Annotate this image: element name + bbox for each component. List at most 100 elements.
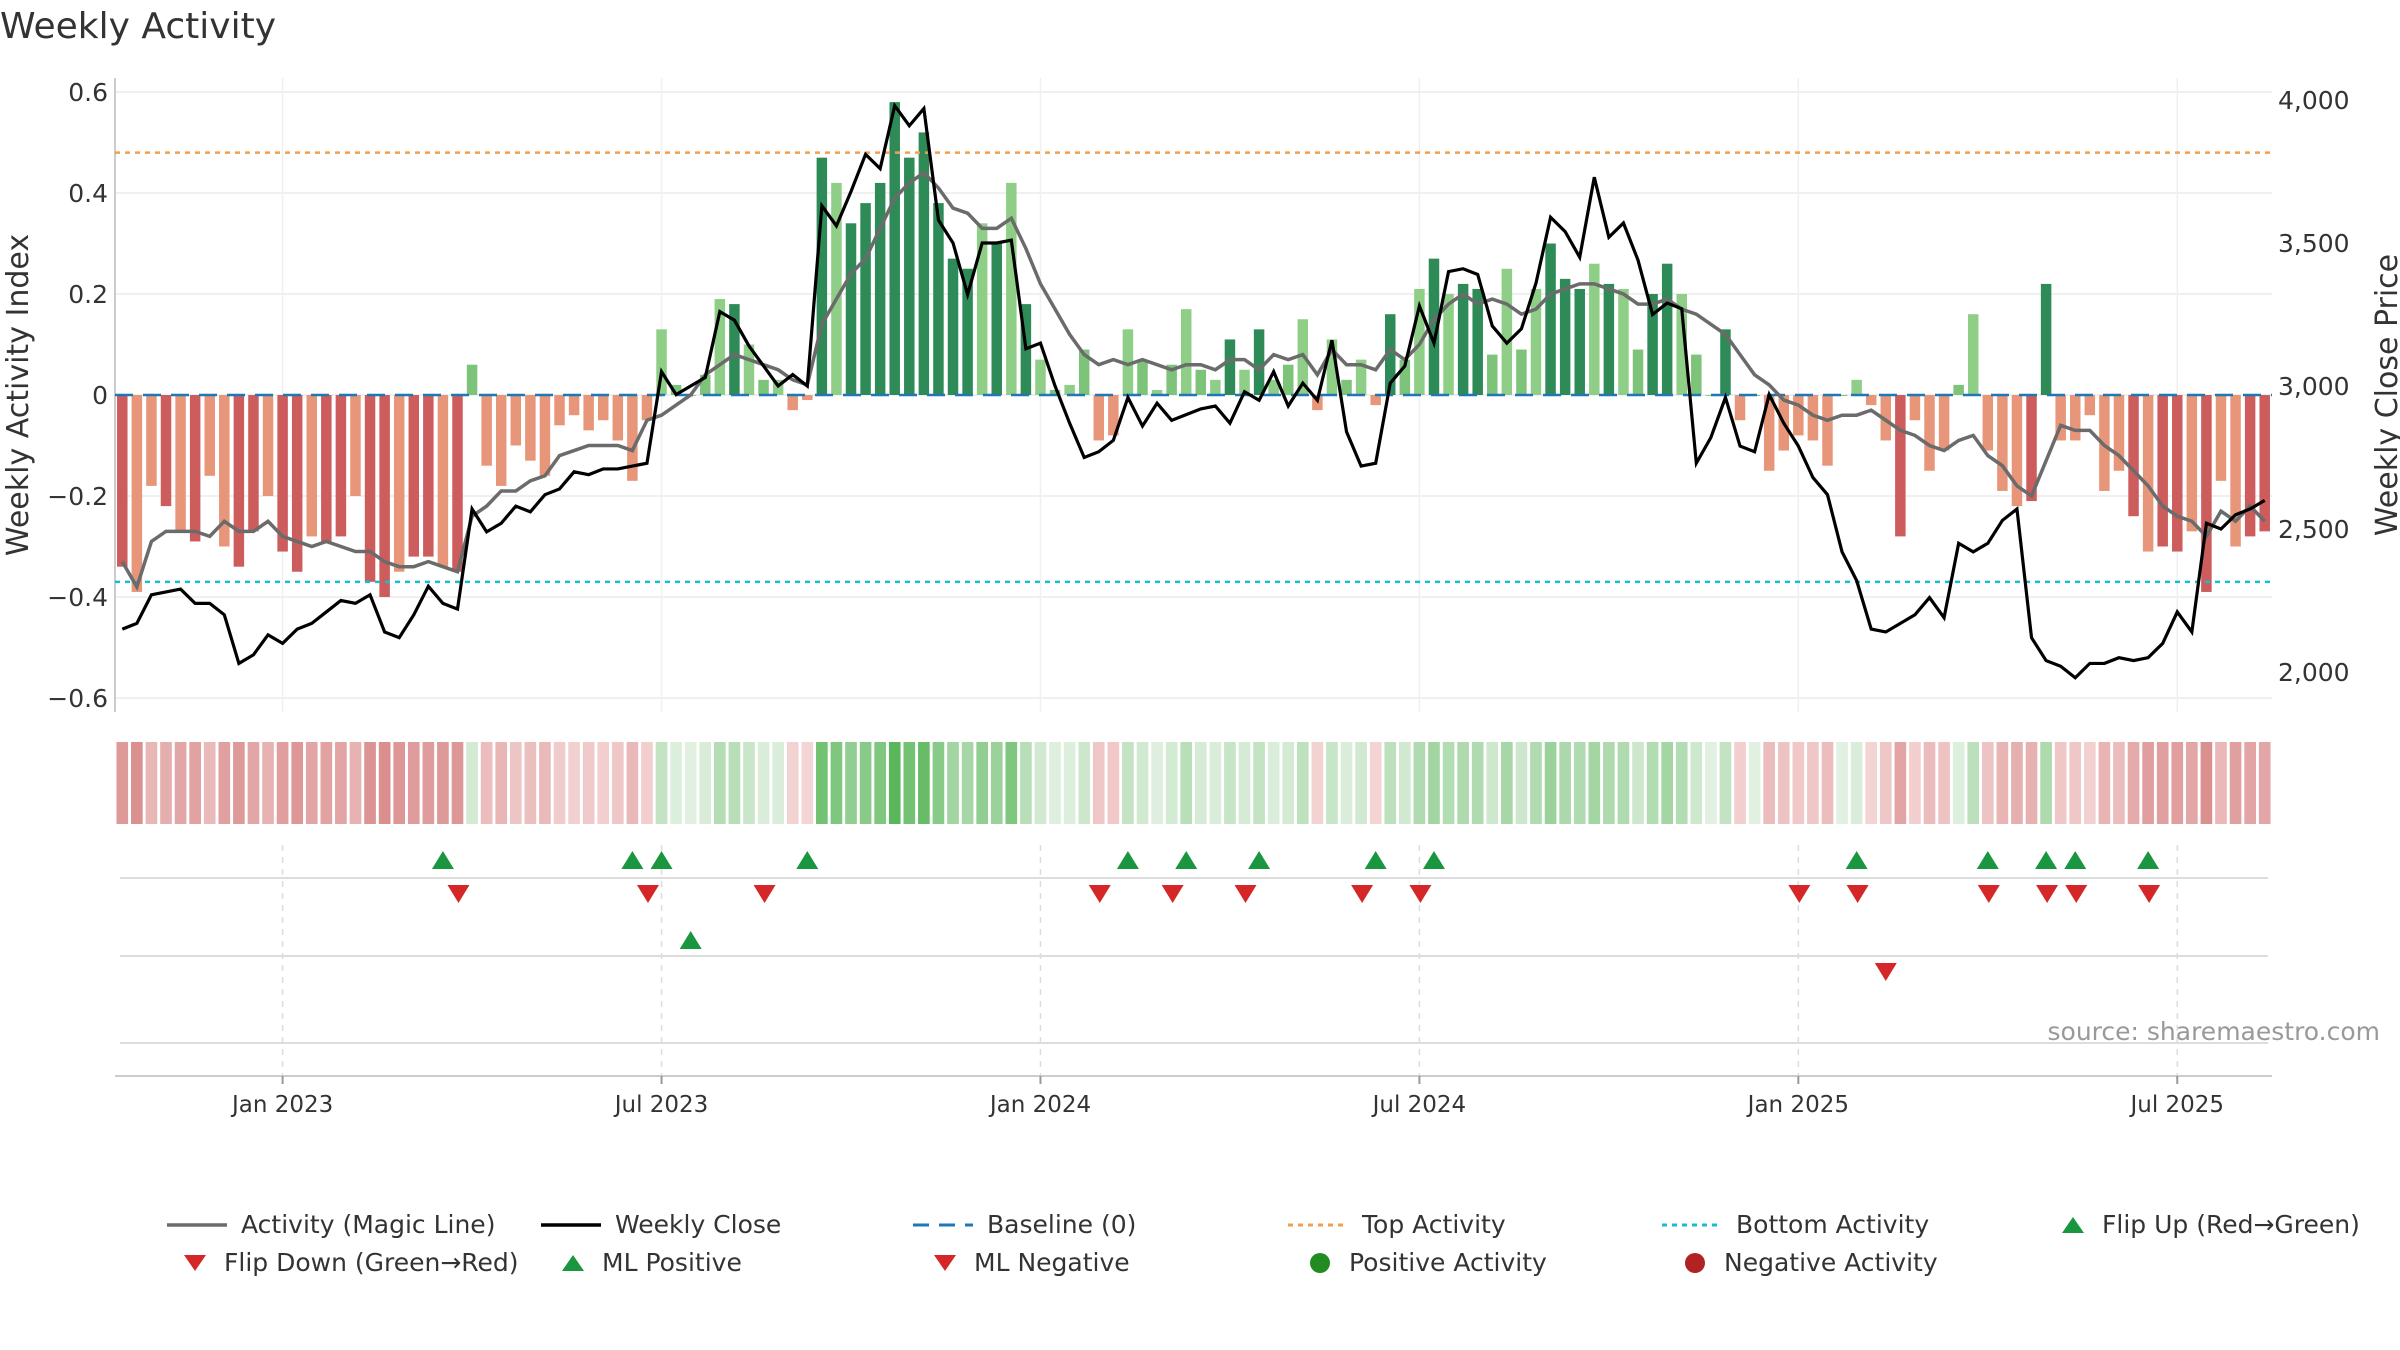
flip-down-marker — [2065, 885, 2088, 903]
legend-item: Baseline (0) — [913, 1210, 1136, 1239]
activity-bar — [1647, 294, 1658, 395]
activity-bar — [918, 132, 930, 395]
legend-item: Weekly Close — [541, 1210, 781, 1239]
activity-bar — [1909, 395, 1921, 421]
circle-icon — [1310, 1252, 1330, 1273]
heat-strip-cell — [1734, 742, 1746, 824]
heat-strip-cell — [364, 742, 376, 824]
heat-strip-cell — [990, 742, 1003, 824]
activity-bar — [219, 395, 230, 547]
activity-bar — [816, 157, 828, 395]
activity-bar — [670, 384, 682, 395]
heat-strip-cell — [422, 742, 435, 824]
activity-bar — [2099, 395, 2110, 491]
heat-strip-cell — [553, 742, 566, 824]
activity-bar — [1516, 349, 1527, 395]
heat-strip-cell — [1515, 742, 1528, 824]
activity-bar — [1807, 395, 1819, 441]
heat-strip-cell — [874, 742, 886, 824]
weekly-close-line — [121, 101, 2266, 680]
activity-bar — [1341, 379, 1352, 395]
legend: Activity (Magic Line) Weekly Close Baselin… — [0, 1200, 2400, 1290]
heat-strip-cell — [976, 742, 989, 824]
heat-strip-cell — [1005, 742, 1018, 824]
heat-strip-cell — [1471, 742, 1484, 824]
heat-strip-cell — [1763, 742, 1776, 824]
heat-strip-cell — [291, 742, 304, 824]
activity-bar — [131, 395, 143, 592]
heat-strip-cell — [728, 742, 741, 824]
flip-down-marker — [2138, 885, 2161, 903]
x-tick-label: Jan 2025 — [1746, 1092, 1849, 1118]
heat-strip-cell — [1326, 742, 1338, 824]
heat-strip-cell — [1311, 742, 1324, 824]
activity-bar — [1632, 349, 1644, 395]
left-axis-label: Weekly Activity Index — [1, 234, 36, 556]
heat-strip-cell — [2098, 742, 2111, 824]
activity-bar — [612, 395, 624, 441]
heat-strip-cell — [218, 742, 231, 824]
activity-bar — [1487, 354, 1498, 395]
legend-item: ML Negative — [930, 1248, 1130, 1277]
heat-strip-cell — [2171, 742, 2184, 824]
heat-strip-cell — [2040, 742, 2052, 824]
heat-strip-cell — [1967, 742, 1980, 824]
heat-strip-cell — [626, 742, 639, 824]
activity-bar — [1530, 288, 1542, 395]
left-tick-label: 0.2 — [68, 280, 108, 309]
activity-bar — [291, 395, 303, 572]
heat-strip-cell — [1952, 742, 1965, 824]
flip-down-marker — [1234, 885, 1257, 903]
heat-strip-cell — [743, 742, 755, 824]
heat-strip-cell — [1603, 742, 1615, 824]
activity-bar — [2186, 395, 2198, 532]
activity-bar — [2069, 395, 2081, 441]
flip-up-marker — [1175, 851, 1198, 869]
heat-strip-cell — [903, 742, 916, 824]
right-axis-label: Weekly Close Price — [2370, 254, 2400, 536]
activity-bar — [2040, 283, 2052, 395]
heat-strip-cell — [772, 742, 784, 824]
activity-bar — [525, 395, 536, 461]
activity-bar — [452, 395, 463, 572]
legend-line-swatch — [167, 1222, 227, 1227]
triangle-down-icon — [934, 1254, 956, 1271]
heat-strip-cell — [393, 742, 406, 824]
heat-strip-cell — [757, 742, 770, 824]
activity-bar — [904, 157, 915, 395]
activity-bar — [1763, 395, 1775, 471]
legend-label: ML Negative — [974, 1248, 1130, 1277]
heat-strip-cell — [2054, 742, 2067, 824]
legend-item: Activity (Magic Line) — [167, 1210, 495, 1239]
heat-strip-cell — [1413, 742, 1426, 824]
heat-strip-cell — [1865, 742, 1878, 824]
right-tick-label: 3,500 — [2278, 229, 2350, 258]
heat-strip-cell — [801, 742, 814, 824]
activity-bar — [1793, 395, 1804, 436]
activity-bar — [321, 395, 332, 542]
legend-line-swatch — [541, 1222, 601, 1227]
heat-strip-cell — [1559, 742, 1571, 824]
flip-up-marker — [1248, 851, 1271, 869]
heat-strip-cell — [888, 742, 901, 824]
heat-strip-cell — [830, 742, 843, 824]
heat-strip-cell — [1690, 742, 1703, 824]
activity-bar — [423, 395, 434, 557]
flip-down-marker — [1977, 885, 2000, 903]
activity-bar — [204, 395, 215, 476]
heat-strip-cell — [816, 742, 828, 824]
heat-strip-cell — [786, 742, 799, 824]
heat-strip-cell — [859, 742, 872, 824]
heat-strip-cell — [1807, 742, 1819, 824]
heat-strip-cell — [699, 742, 712, 824]
heat-strip-cell — [2142, 742, 2154, 824]
heat-strip-cell — [1034, 742, 1047, 824]
activity-bar — [656, 329, 667, 395]
heat-strip-cell — [1267, 742, 1280, 824]
flip-up-marker — [621, 851, 644, 869]
flip-down-marker — [636, 885, 659, 903]
activity-bar — [787, 395, 798, 411]
activity-bar — [379, 395, 390, 597]
activity-bar — [1618, 288, 1629, 395]
heat-strip-cell — [714, 742, 726, 824]
